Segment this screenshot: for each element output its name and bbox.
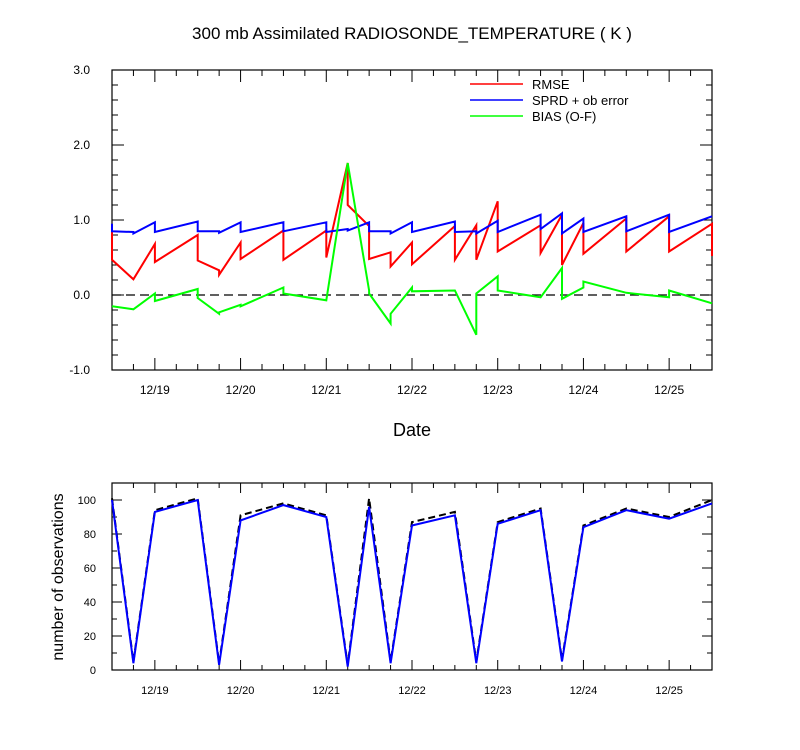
x-tick-label: 12/25 — [654, 383, 684, 397]
y-tick-label: 1.0 — [73, 213, 90, 227]
x-tick-label: 12/19 — [140, 383, 170, 397]
top-panel: 3.0 2.0 1.0 0.0 -1.0 12/19 12/20 12/21 12/22 12/2… — [69, 63, 713, 440]
y-axis-label: number of observations — [50, 493, 67, 660]
bottom-panel: 100 80 60 40 20 0 12/19 12/20 12/21 12/22 12/23 12/… — [50, 482, 713, 697]
x-tick-label: 12/25 — [655, 685, 683, 697]
series-line-used — [111, 498, 713, 667]
series-line-sprd-ob-error — [111, 211, 713, 236]
x-axis-label: Date — [393, 420, 431, 440]
top-plot-frame — [111, 69, 713, 371]
x-tick-label: 12/20 — [226, 383, 256, 397]
legend-label: RMSE — [532, 77, 570, 92]
legend-label: SPRD + ob error — [532, 93, 629, 108]
series-line-bias-o-f — [111, 162, 713, 336]
y-tick-label: 40 — [84, 597, 96, 609]
legend-label: BIAS (O-F) — [532, 109, 596, 124]
y-tick-label: -1.0 — [69, 363, 90, 377]
x-tick-label: 12/20 — [227, 685, 255, 697]
y-tick-label: 0 — [90, 665, 96, 677]
y-tick-label: 80 — [84, 529, 96, 541]
x-tick-label: 12/22 — [398, 685, 426, 697]
x-tick-label: 12/24 — [570, 685, 598, 697]
series-line-possible — [111, 497, 713, 666]
x-tick-label: 12/21 — [313, 685, 341, 697]
series-line-rmse — [111, 162, 713, 281]
y-tick-label: 2.0 — [73, 138, 90, 152]
y-tick-label: 100 — [78, 495, 96, 507]
y-tick-label: 20 — [84, 631, 96, 643]
chart-title: 300 mb Assimilated RADIOSONDE_TEMPERATUR… — [192, 24, 632, 43]
y-tick-label: 60 — [84, 563, 96, 575]
y-tick-label: 0.0 — [73, 288, 90, 302]
x-tick-label: 12/23 — [484, 685, 512, 697]
x-tick-label: 12/24 — [568, 383, 598, 397]
x-tick-label: 12/21 — [311, 383, 341, 397]
y-tick-label: 3.0 — [73, 63, 90, 77]
x-tick-label: 12/19 — [141, 685, 169, 697]
x-tick-label: 12/23 — [483, 383, 513, 397]
x-tick-label: 12/22 — [397, 383, 427, 397]
